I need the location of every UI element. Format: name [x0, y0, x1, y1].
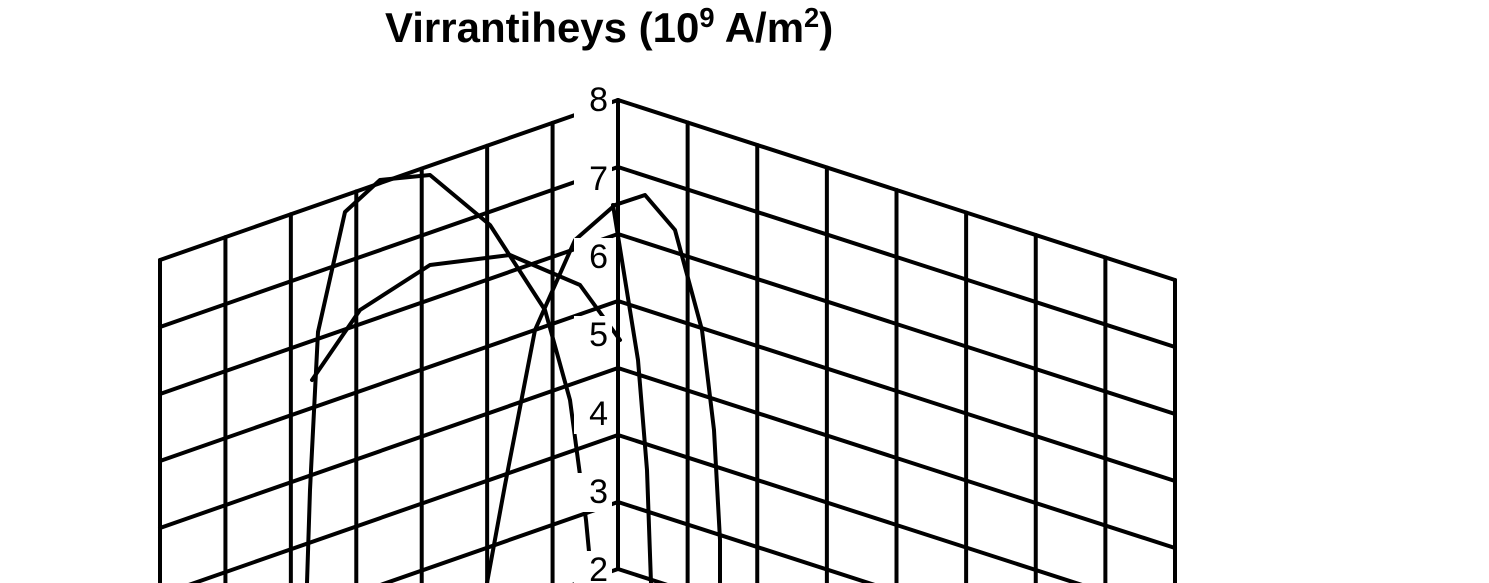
- z-tick-5: 5: [574, 316, 612, 355]
- z-tick-6: 6: [574, 238, 612, 277]
- z-tick-3: 3: [574, 473, 612, 512]
- chart-svg: [0, 0, 1489, 583]
- chart-canvas: Virrantiheys (109 A/m2) 8765432: [0, 0, 1489, 583]
- z-tick-7: 7: [574, 160, 612, 199]
- z-tick-8: 8: [574, 81, 612, 120]
- z-tick-4: 4: [574, 395, 612, 434]
- z-tick-2: 2: [574, 551, 612, 583]
